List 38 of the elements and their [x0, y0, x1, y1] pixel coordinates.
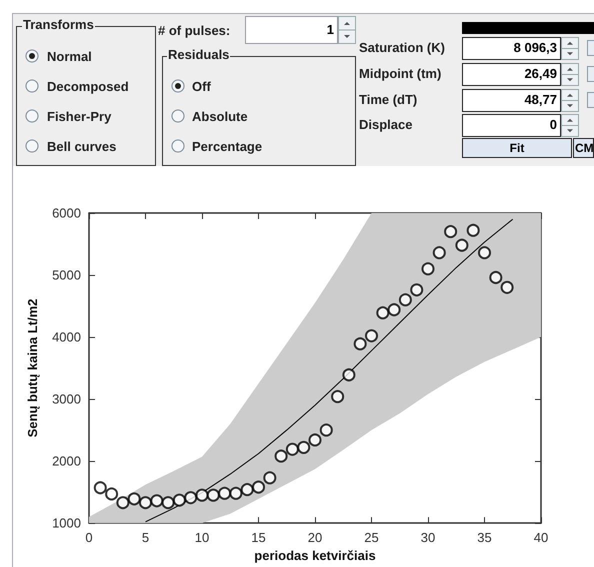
text: Fisher-Pry — [47, 109, 112, 125]
y-tick-label: 4000 — [52, 330, 81, 345]
text: CM — [573, 138, 594, 158]
text: # of pulses: — [158, 23, 230, 39]
x-axis-title: periodas ketvirčiais — [254, 548, 376, 563]
x-tick-label: 30 — [420, 530, 436, 546]
y-tick-label: 6000 — [52, 206, 81, 220]
text: Midpoint (tm) — [359, 66, 442, 82]
y-tick-label: 2000 — [52, 454, 81, 469]
text: Displace — [359, 117, 412, 133]
text: 1 — [245, 16, 338, 44]
text: Time (dT) — [359, 92, 418, 108]
x-tick-label: 0 — [85, 530, 93, 546]
text: Saturation (K) — [359, 40, 445, 56]
y-tick-label: 5000 — [52, 268, 81, 283]
text: Transforms — [22, 17, 95, 33]
text: Fit — [462, 138, 572, 158]
text: 0 — [462, 114, 561, 137]
text: Normal — [47, 49, 92, 65]
x-tick-label: 15 — [251, 530, 266, 546]
y-axis-title: Senų butų kaina Lt/m2 — [25, 298, 40, 438]
text: Bell curves — [47, 139, 116, 155]
x-tick-label: 25 — [364, 530, 379, 546]
x-tick-label: 40 — [534, 530, 548, 546]
text: 26,49 — [462, 63, 561, 86]
text: Residuals — [167, 47, 230, 63]
text: Decomposed — [47, 79, 129, 95]
y-tick-label: 1000 — [52, 516, 81, 531]
y-tick-label: 3000 — [52, 392, 81, 407]
text: 8 096,3 — [462, 37, 561, 60]
text: 48,77 — [462, 89, 561, 112]
x-tick-label: 20 — [308, 530, 322, 546]
text: Absolute — [192, 109, 248, 125]
text: Off — [192, 79, 211, 95]
text: Percentage — [192, 139, 262, 155]
x-tick-label: 10 — [194, 530, 210, 546]
x-tick-label: 35 — [477, 530, 492, 546]
x-tick-label: 5 — [142, 530, 150, 546]
